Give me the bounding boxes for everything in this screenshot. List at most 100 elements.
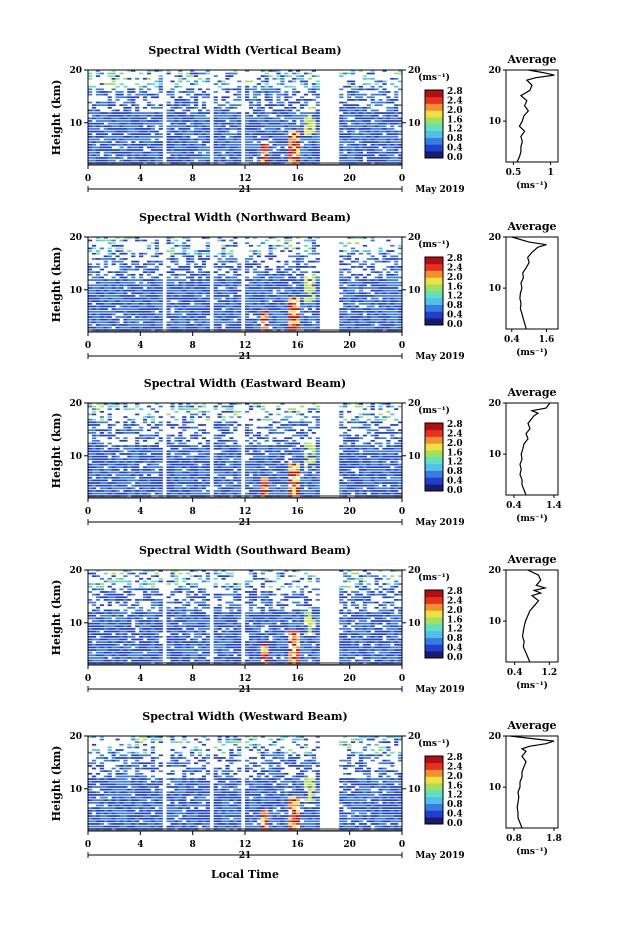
heatmap-cell (245, 424, 250, 426)
heatmap-cell (193, 458, 199, 461)
heatmap-cell (248, 479, 254, 482)
heatmap-cell (107, 490, 112, 492)
heatmap-cell (288, 104, 293, 107)
heatmap-cell (131, 279, 136, 281)
heatmap-cell (146, 260, 152, 263)
heatmap-cell (139, 437, 144, 440)
heatmap-cell (174, 114, 179, 117)
heatmap-cell (221, 426, 226, 429)
heatmap-cell (158, 88, 163, 91)
heatmap-cell (205, 96, 210, 99)
heatmap-cell (99, 321, 104, 324)
heatmap-cell (217, 442, 222, 445)
heatmap-cell (362, 83, 367, 85)
heatmap-cell (256, 133, 261, 136)
heatmap-cell (303, 80, 309, 83)
heatmap-cell (103, 104, 108, 107)
heatmap-cell (382, 297, 387, 300)
heatmap-cell (296, 133, 301, 136)
heatmap-cell (225, 468, 230, 471)
heatmap-cell (127, 326, 132, 329)
heatmap-cell (311, 91, 316, 93)
heatmap-cell (103, 474, 108, 476)
heatmap-cell (358, 300, 364, 303)
heatmap-cell (307, 120, 313, 122)
heatmap-cell (158, 122, 163, 125)
heatmap-cell (339, 279, 344, 281)
heatmap-cell (103, 260, 108, 263)
heatmap-cell (88, 239, 93, 242)
heatmap-cell (252, 91, 258, 93)
heatmap-cell (139, 135, 144, 138)
heatmap-cell (186, 157, 191, 159)
heatmap-cell (347, 287, 352, 289)
heatmap-cell (288, 237, 293, 239)
heatmap-cell (347, 292, 352, 295)
heatmap-cell (201, 80, 207, 83)
heatmap-cell (272, 109, 277, 112)
heatmap-cell (170, 93, 175, 96)
heatmap-cell (350, 310, 356, 313)
heatmap-cell (99, 101, 104, 104)
heatmap-cell (350, 281, 356, 284)
heatmap-cell (225, 482, 230, 484)
heatmap-cell (95, 476, 101, 479)
heatmap-cell (135, 287, 140, 289)
heatmap-cell (347, 151, 352, 154)
heatmap-cell (131, 151, 136, 154)
heatmap-cell (107, 458, 112, 461)
heatmap-cell (154, 157, 159, 159)
heatmap-cell (386, 117, 391, 120)
heatmap-cell (221, 310, 226, 313)
heatmap-cell (382, 120, 387, 122)
heatmap-cell (91, 104, 97, 107)
avg-x-tick-label: 1 (547, 168, 553, 178)
heatmap-cell (237, 91, 242, 93)
heatmap-cell (343, 324, 348, 326)
heatmap-cell (315, 130, 320, 133)
heatmap-cell (111, 133, 116, 136)
heatmap-cell (123, 263, 128, 266)
heatmap-cell (91, 141, 97, 143)
heatmap-cell (115, 120, 120, 122)
heatmap-cell (386, 258, 391, 260)
heatmap-cell (303, 154, 309, 157)
heatmap-cell (374, 287, 379, 289)
heatmap-cell (237, 88, 242, 91)
heatmap-cell (139, 455, 144, 458)
heatmap-cell (111, 83, 116, 85)
heatmap-cell (139, 447, 144, 450)
heatmap-cell (178, 252, 183, 255)
heatmap-cell (382, 289, 387, 292)
heatmap-cell (103, 101, 108, 104)
heatmap-cell (394, 91, 399, 93)
heatmap-cell (190, 455, 195, 458)
heatmap-cell (339, 292, 344, 295)
heatmap-cell (284, 133, 289, 136)
heatmap-cell (386, 326, 391, 329)
heatmap-cell (166, 458, 171, 461)
heatmap-cell (370, 101, 375, 104)
heatmap-cell (339, 117, 344, 120)
heatmap-cell (119, 260, 124, 263)
heatmap-cell (154, 403, 159, 405)
heatmap-cell (362, 146, 367, 149)
heatmap-cell (103, 445, 108, 447)
heatmap-cell (296, 295, 301, 297)
heatmap-cell (260, 313, 265, 316)
heatmap-cell (221, 157, 226, 159)
heatmap-cell (225, 421, 230, 424)
heatmap-cell (193, 287, 199, 289)
heatmap-cell (166, 487, 171, 490)
heatmap-cell (233, 321, 238, 324)
heatmap-cell (95, 128, 101, 130)
heatmap-cell (150, 125, 156, 128)
heatmap-cell (107, 154, 112, 157)
heatmap-cell (193, 143, 199, 146)
heatmap-cell (123, 463, 128, 466)
heatmap-cell (276, 159, 281, 162)
heatmap-cell (127, 91, 132, 93)
heatmap-cell (280, 122, 285, 125)
